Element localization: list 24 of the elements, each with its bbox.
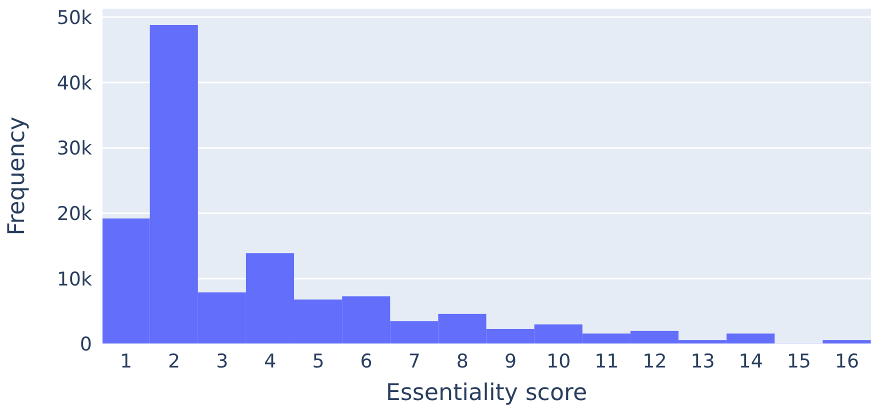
x-tick-label: 11: [594, 350, 619, 372]
y-tick-label: 0: [80, 334, 92, 356]
x-tick-label: 14: [738, 350, 763, 372]
x-tick-label: 8: [456, 350, 469, 372]
x-tick-label: 4: [264, 350, 276, 372]
x-tick-label: 15: [786, 350, 811, 372]
y-tick-label: 20k: [56, 203, 92, 226]
x-tick-label: 3: [216, 350, 228, 372]
y-tick-label: 40k: [56, 72, 92, 94]
x-tick-label: 5: [312, 350, 324, 372]
x-tick-label: 16: [834, 350, 860, 372]
y-tick-label: 10k: [56, 268, 92, 290]
x-tick-label: 13: [690, 350, 715, 372]
x-tick-label: 1: [120, 350, 132, 372]
x-tick-label: 9: [504, 350, 517, 372]
x-tick-label: 10: [546, 350, 571, 372]
x-tick-label: 6: [360, 350, 372, 372]
x-tick-label: 7: [408, 350, 420, 372]
y-axis-title: Frequency: [4, 116, 30, 236]
x-axis-title: Essentiality score: [386, 380, 588, 406]
x-tick-label: 2: [168, 350, 180, 372]
y-tick-label: 50k: [56, 6, 92, 29]
y-tick-label: 30k: [56, 138, 92, 160]
x-tick-label: 12: [642, 350, 667, 372]
